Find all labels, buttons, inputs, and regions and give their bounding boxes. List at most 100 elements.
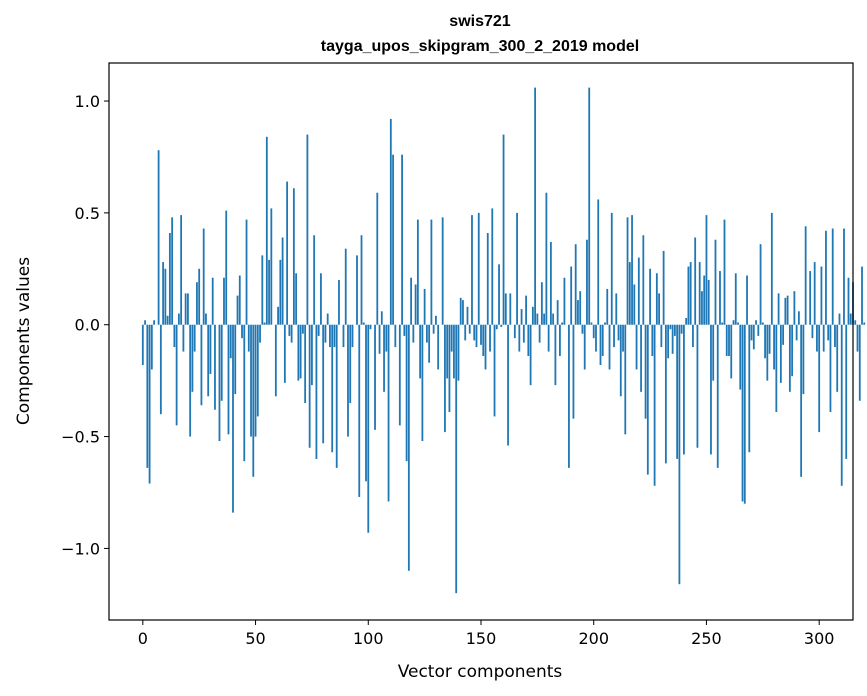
bar [410, 277, 413, 325]
bar [189, 324, 192, 437]
bar [245, 219, 248, 325]
bar [716, 324, 719, 468]
bar [619, 324, 622, 397]
bar [748, 324, 751, 453]
bar [191, 324, 194, 392]
bar [184, 293, 187, 325]
bar [685, 318, 688, 325]
bar [752, 324, 755, 350]
bar [827, 324, 830, 341]
bar [394, 324, 397, 348]
bar [678, 324, 681, 585]
bar [809, 271, 812, 325]
bar [238, 275, 241, 325]
bar [822, 324, 825, 352]
bar [241, 324, 243, 339]
bar [606, 288, 609, 325]
bar [489, 324, 491, 352]
bar [683, 324, 685, 455]
bar [710, 324, 712, 455]
bar [746, 275, 748, 325]
bar [423, 288, 426, 325]
bar [712, 324, 715, 381]
bar [171, 217, 174, 325]
bar [265, 136, 268, 325]
bar [473, 324, 476, 341]
bar [786, 295, 789, 325]
bar [554, 324, 557, 386]
bar [624, 324, 627, 435]
x-axis-ticks: 0 50 100 150 200 250 300 [138, 620, 834, 648]
bar [646, 324, 649, 475]
bar [220, 324, 223, 401]
bar [592, 324, 595, 339]
bar [858, 324, 861, 401]
bar [577, 300, 579, 325]
bar [299, 324, 302, 379]
bar [263, 322, 266, 325]
bar [590, 322, 593, 325]
bar [791, 324, 794, 377]
bar [633, 284, 636, 325]
bar [579, 291, 582, 325]
bar [493, 324, 496, 417]
bar [358, 324, 361, 497]
bar [430, 219, 433, 325]
bar [552, 313, 555, 325]
bar [297, 324, 300, 381]
bar [773, 324, 775, 370]
bar [148, 324, 151, 484]
bar [141, 324, 144, 365]
bar [159, 324, 162, 415]
bar [768, 324, 771, 354]
bar [793, 291, 796, 325]
bar [732, 320, 735, 325]
bar [283, 324, 286, 383]
bar [464, 324, 467, 341]
bar [840, 324, 843, 486]
bar [613, 324, 615, 348]
bar [369, 324, 372, 330]
bar [329, 324, 331, 348]
bar [714, 239, 717, 325]
bar [784, 297, 787, 325]
bar [730, 324, 733, 379]
bar [540, 282, 543, 325]
bar [692, 324, 694, 348]
bar [279, 259, 282, 325]
bar [595, 324, 597, 352]
chart-subtitle: tayga_upos_skipgram_300_2_2019 model [321, 38, 639, 55]
bar [721, 322, 724, 325]
bar [626, 217, 629, 325]
bar [608, 324, 611, 370]
bar [795, 324, 798, 341]
bar [543, 313, 546, 325]
bar [500, 324, 503, 327]
y-tick-label: −0.5 [61, 428, 100, 447]
bar [529, 324, 532, 386]
bar [816, 324, 818, 352]
bar [277, 306, 279, 325]
bar [631, 215, 633, 325]
bar [333, 324, 336, 348]
bar [425, 324, 428, 343]
bar [453, 324, 455, 379]
bar [229, 324, 232, 359]
bar [741, 324, 744, 502]
bar [804, 226, 807, 325]
bar [274, 324, 277, 397]
bar [854, 320, 857, 325]
x-tick-label: 150 [466, 629, 497, 648]
bar [831, 228, 834, 325]
bar [322, 324, 325, 444]
bar [570, 266, 573, 325]
bar [227, 324, 230, 435]
bar [610, 212, 613, 325]
bar [861, 266, 863, 325]
bar [256, 324, 259, 417]
bar [295, 273, 298, 325]
bar [477, 212, 480, 325]
bar [504, 293, 507, 325]
bar [617, 324, 620, 341]
